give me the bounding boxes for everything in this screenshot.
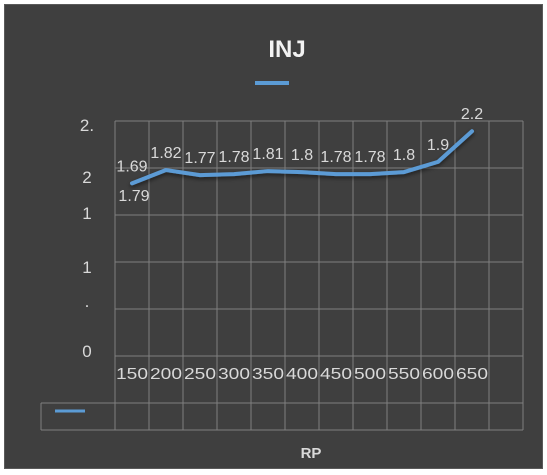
data-label: 1.69: [116, 158, 147, 175]
series-line: [130, 129, 474, 186]
data-label: 1.81: [252, 146, 283, 163]
x-tick-label: 650: [456, 366, 488, 383]
x-tick-label: 350: [252, 366, 284, 383]
x-tick-label: 500: [354, 366, 386, 383]
x-tick-label: 550: [388, 366, 420, 383]
x-tick-label: 250: [184, 366, 216, 383]
plot-grid: [40, 120, 524, 431]
data-label: 1.78: [320, 149, 351, 166]
chart-frame: INJ 0. 1 1 2 2. 150 200 250 300 350 400 450 500 550 6…: [4, 4, 543, 469]
x-tick-label: 150: [116, 366, 148, 383]
series-line-layer: [130, 129, 474, 186]
x-axis-title: RP: [301, 445, 322, 462]
y-tick-label: 1: [82, 258, 91, 277]
x-tick-label: 450: [320, 366, 352, 383]
chart-title: INJ: [268, 36, 305, 63]
data-label: 1.8: [393, 147, 415, 164]
data-label-extra: 1.79: [118, 188, 149, 205]
data-label: 1.9: [427, 137, 449, 154]
x-tick-label: 200: [150, 366, 182, 383]
y-tick-label: 0: [82, 342, 91, 361]
x-axis-tick-labels: 150 200 250 300 350 400 450 500 550 600 650: [116, 366, 488, 383]
data-label: 1.82: [150, 145, 181, 162]
data-label-layer: 1.691.82 1.77 1.78 1.81 1.8 1.78 1.78 1.81.92.2…: [116, 106, 483, 205]
y-tick-label: 2.: [80, 116, 94, 135]
data-label: 1.8: [291, 147, 313, 164]
x-tick-label: 400: [286, 366, 318, 383]
x-tick-label: 600: [422, 366, 454, 383]
y-tick-label: 1: [82, 204, 91, 223]
data-label: 2.2: [461, 106, 483, 123]
y-tick-label: .: [85, 292, 90, 311]
y-axis-tick-labels: 0. 1 1 2 2.: [80, 116, 94, 361]
data-label: 1.78: [354, 149, 385, 166]
data-label: 1.77: [184, 150, 215, 167]
x-tick-label: 300: [218, 366, 250, 383]
data-label: 1.78: [218, 149, 249, 166]
y-tick-label: 2: [82, 168, 91, 187]
